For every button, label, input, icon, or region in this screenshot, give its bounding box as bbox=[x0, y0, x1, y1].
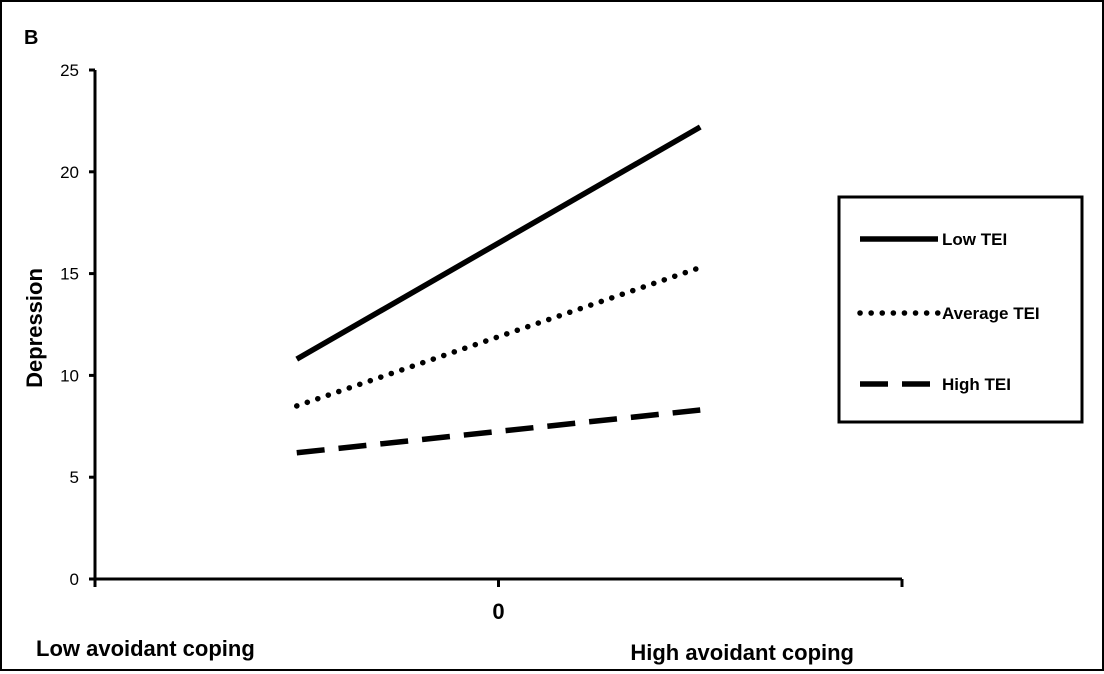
y-tick-label: 25 bbox=[60, 61, 79, 80]
x-center-label: 0 bbox=[492, 599, 504, 624]
legend-label-low-tei: Low TEI bbox=[942, 230, 1007, 249]
y-tick-label: 20 bbox=[60, 163, 79, 182]
legend: Low TEI Average TEI High TEI bbox=[837, 195, 1084, 424]
y-tick-label: 15 bbox=[60, 265, 79, 284]
series-line-average-tei bbox=[294, 264, 703, 409]
legend-label-average-tei: Average TEI bbox=[942, 304, 1040, 323]
x-axis: 0 Low avoidant coping High avoidant coping bbox=[36, 577, 904, 665]
series-line-low-tei bbox=[295, 124, 702, 362]
panel-label: B bbox=[24, 27, 38, 49]
y-tick-label: 0 bbox=[70, 570, 79, 589]
x-category-label-high: High avoidant coping bbox=[630, 640, 854, 665]
y-axis: 0 5 10 15 20 25 bbox=[60, 61, 97, 589]
series-line-high-tei bbox=[296, 407, 701, 456]
x-category-label-low: Low avoidant coping bbox=[36, 636, 255, 661]
y-axis-title: Depression bbox=[22, 268, 47, 388]
y-tick-label: 5 bbox=[70, 468, 79, 487]
series-layer bbox=[294, 124, 703, 456]
y-tick-label: 10 bbox=[60, 366, 79, 385]
legend-label-high-tei: High TEI bbox=[942, 375, 1011, 394]
